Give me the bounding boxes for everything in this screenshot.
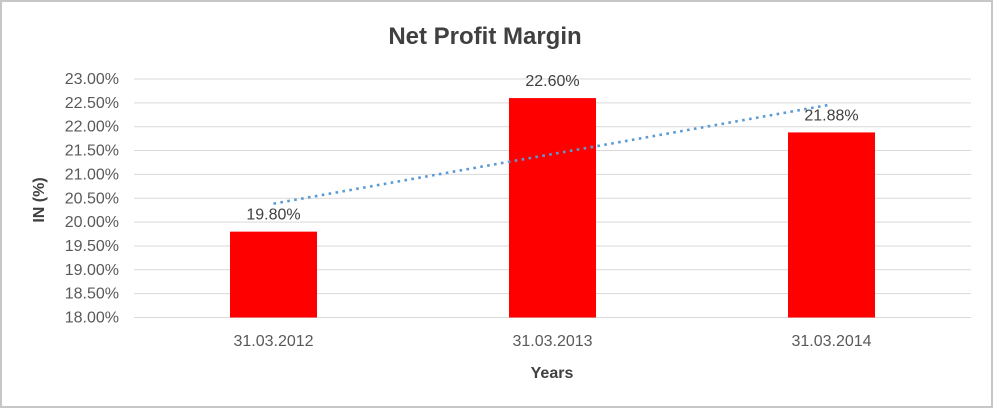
y-tick-label: 18.00% [65, 310, 119, 327]
bar-data-label: 22.60% [525, 73, 579, 90]
bar [509, 98, 596, 318]
x-tick-label: 31.03.2012 [233, 333, 313, 350]
x-tick-label: 31.03.2014 [791, 333, 871, 350]
y-tick-label: 21.50% [65, 143, 119, 160]
y-tick-label: 22.00% [65, 119, 119, 136]
y-tick-label: 20.50% [65, 190, 119, 207]
bar [788, 132, 875, 318]
bar-data-label: 21.88% [804, 107, 858, 124]
y-tick-label: 20.00% [65, 214, 119, 231]
bar-data-label: 19.80% [246, 207, 300, 224]
bar [230, 231, 317, 318]
y-tick-label: 21.00% [65, 166, 119, 183]
y-tick-label: 19.00% [65, 262, 119, 279]
y-tick-label: 22.50% [65, 95, 119, 112]
chart-title: Net Profit Margin [388, 23, 582, 50]
y-tick-label: 19.50% [65, 238, 119, 255]
x-axis-title: Years [530, 365, 574, 382]
x-tick-label: 31.03.2013 [512, 333, 592, 350]
y-tick-label: 18.50% [65, 286, 119, 303]
y-tick-label: 23.00% [65, 71, 119, 88]
